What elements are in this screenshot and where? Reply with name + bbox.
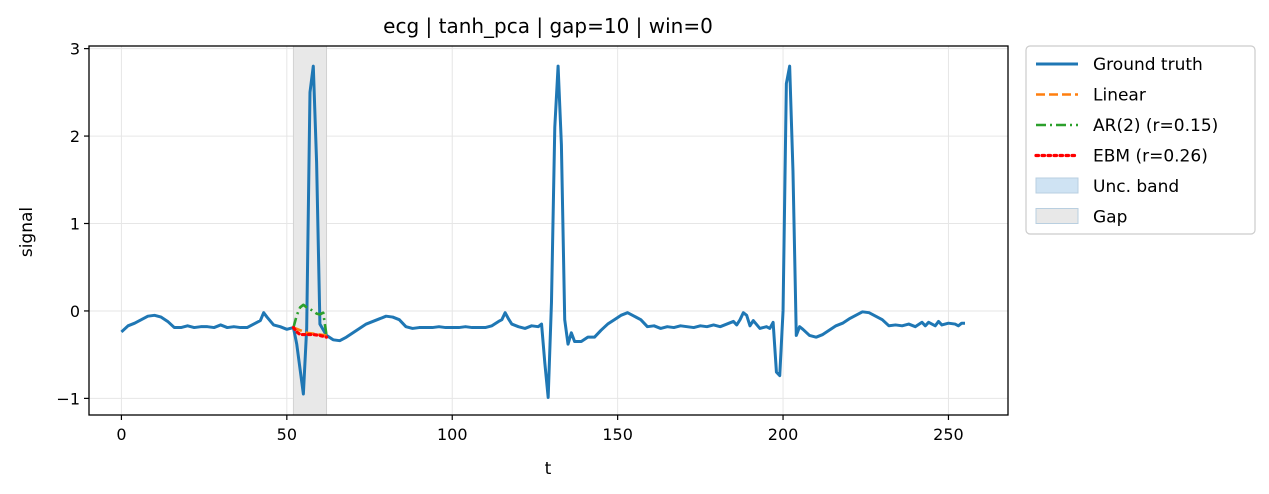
legend-label: AR(2) (r=0.15) xyxy=(1093,116,1218,136)
chart-title: ecg | tanh_pca | gap=10 | win=0 xyxy=(383,14,713,38)
x-tick-label: 50 xyxy=(277,425,297,444)
series-group xyxy=(120,64,965,400)
legend-label: EBM (r=0.26) xyxy=(1093,147,1208,167)
y-tick-label: 0 xyxy=(70,302,80,321)
legend-label: Unc. band xyxy=(1093,177,1179,197)
ticks: 0 50 100 150 200 250 −1 0 1 2 3 xyxy=(56,40,963,444)
series-line xyxy=(120,64,965,400)
x-tick-label: 250 xyxy=(933,425,964,444)
plot-area: 0 50 100 150 200 250 −1 0 1 2 3 xyxy=(56,40,1009,444)
legend-box xyxy=(1025,45,1256,235)
y-tick-label: 2 xyxy=(70,127,80,146)
legend: Ground truth Linear AR(2) (r=0.15) EBM (r=0… xyxy=(1025,45,1256,235)
series-line xyxy=(292,303,328,336)
x-tick-label: 200 xyxy=(768,425,799,444)
legend-swatch xyxy=(1035,208,1079,224)
legend-label: Gap xyxy=(1093,208,1127,228)
series-line xyxy=(291,325,329,339)
legend-swatch xyxy=(1035,177,1079,194)
legend-label: Linear xyxy=(1093,86,1146,106)
y-tick-label: 3 xyxy=(70,40,80,59)
y-tick-label: 1 xyxy=(70,215,80,234)
x-tick-label: 150 xyxy=(602,425,633,444)
x-axis-label: t xyxy=(545,459,552,479)
y-tick-label: −1 xyxy=(56,389,80,408)
legend-label: Ground truth xyxy=(1093,55,1203,75)
x-tick-label: 100 xyxy=(437,425,468,444)
axes-frame xyxy=(88,45,1009,416)
y-axis-label: signal xyxy=(17,207,37,257)
x-tick-label: 0 xyxy=(116,425,126,444)
